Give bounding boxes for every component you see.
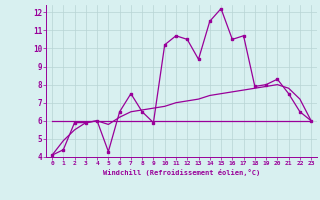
X-axis label: Windchill (Refroidissement éolien,°C): Windchill (Refroidissement éolien,°C) xyxy=(103,169,260,176)
